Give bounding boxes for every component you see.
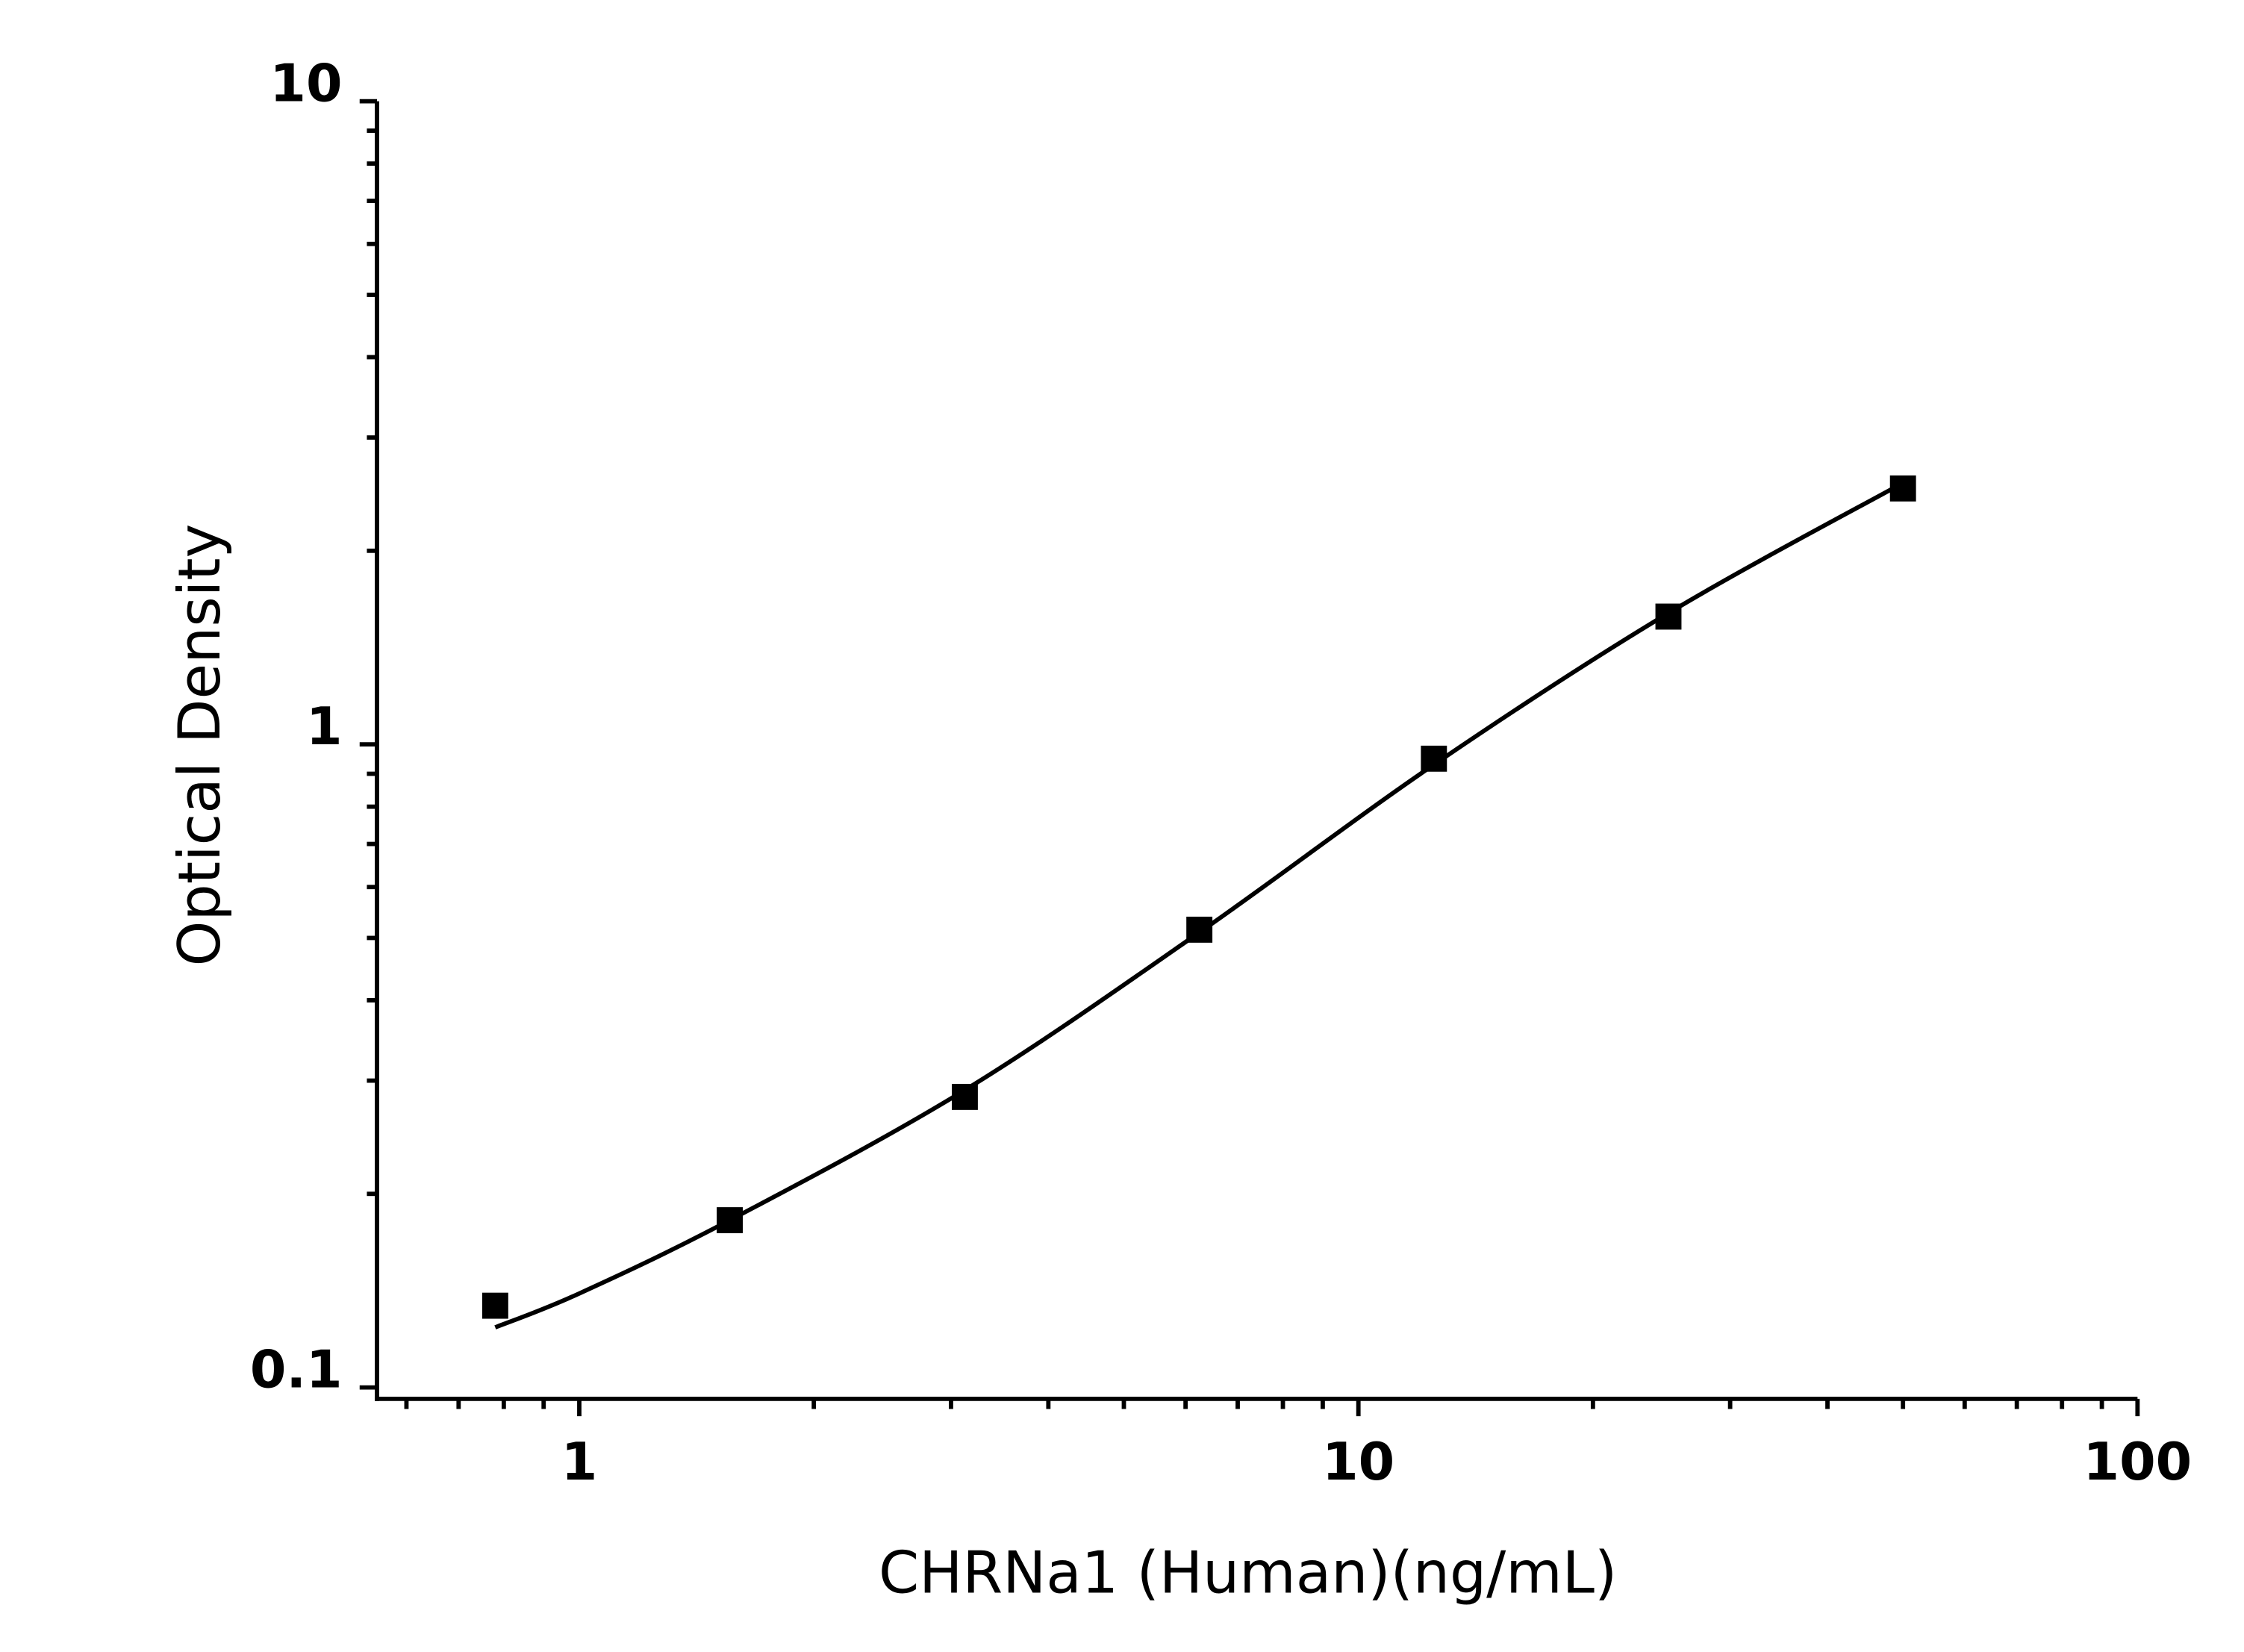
x-axis-title: CHRNa1 (Human)(ng/mL) <box>879 1540 1617 1607</box>
y-tick-label: 0.1 <box>250 1339 343 1400</box>
data-point <box>481 1292 508 1319</box>
x-tick-label: 100 <box>2084 1432 2192 1492</box>
y-tick-label: 1 <box>306 696 343 757</box>
x-tick-label: 10 <box>1322 1432 1394 1492</box>
x-tick-label: 1 <box>561 1432 598 1492</box>
y-tick-label: 10 <box>269 53 342 113</box>
y-axis-title: Optical Density <box>166 523 234 966</box>
fit-curve <box>494 481 1904 1330</box>
